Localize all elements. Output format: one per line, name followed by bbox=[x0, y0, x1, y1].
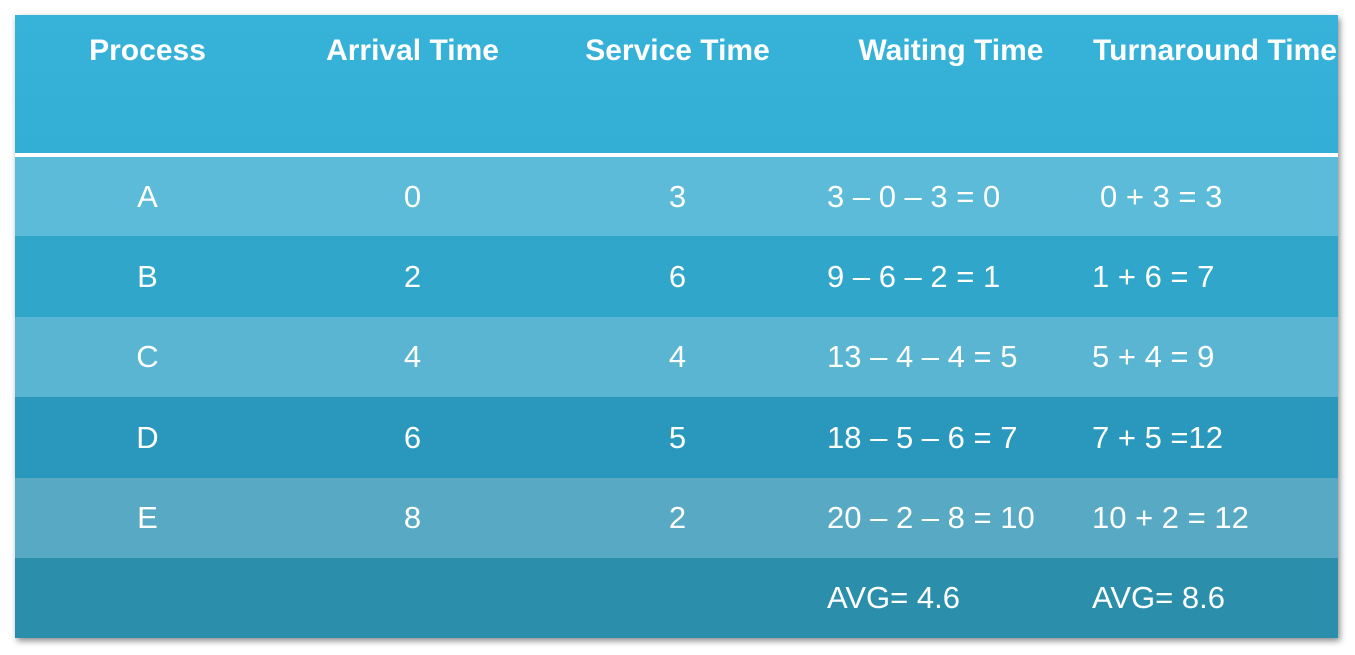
table-cell: 5 + 4 = 9 bbox=[1092, 339, 1215, 374]
table-cell: 8 bbox=[403, 500, 422, 535]
average-turnaround: AVG= 8.6 bbox=[1092, 580, 1225, 615]
table-cell: 20 – 2 – 8 = 10 bbox=[827, 500, 1035, 535]
table-row: C 4 4 13 – 4 – 4 = 5 5 + 4 = 9 bbox=[15, 317, 1338, 397]
header-cell: Waiting Time bbox=[858, 34, 1044, 67]
table-cell: E bbox=[137, 500, 158, 535]
table-cell: 7 + 5 =12 bbox=[1092, 419, 1224, 455]
table-cell: 10 + 2 = 12 bbox=[1092, 500, 1249, 535]
average-row: AVG= 4.6 AVG= 8.6 bbox=[15, 558, 1338, 638]
table-cell: 0 bbox=[403, 178, 422, 214]
table-cell: 6 bbox=[668, 258, 687, 294]
table-cell: 1 + 6 = 7 bbox=[1092, 258, 1215, 294]
table-row: A 0 3 3 – 0 – 3 = 0 0 + 3 = 3 bbox=[15, 157, 1338, 236]
average-waiting: AVG= 4.6 bbox=[827, 580, 960, 615]
table-cell: 3 bbox=[668, 178, 687, 214]
table-cell: 5 bbox=[668, 419, 687, 455]
header-cell: Arrival Time bbox=[326, 34, 499, 67]
table-cell: 0 + 3 = 3 bbox=[1100, 178, 1223, 214]
table-cell: 2 bbox=[668, 500, 687, 535]
table-cell: B bbox=[137, 258, 158, 294]
table-cell: C bbox=[136, 339, 159, 374]
header-cell: Process bbox=[89, 34, 206, 67]
table-cell: 18 – 5 – 6 = 7 bbox=[827, 419, 1018, 455]
table-cell: 4 bbox=[403, 339, 422, 374]
table-cell: 9 – 6 – 2 = 1 bbox=[827, 258, 1001, 294]
table-cell: 3 – 0 – 3 = 0 bbox=[827, 178, 1001, 214]
header-row: Process Arrival Time Service Time Waiting T… bbox=[15, 15, 1338, 153]
table-cell: 2 bbox=[403, 258, 422, 294]
table-cell: 6 bbox=[403, 419, 422, 455]
header-cell: Turnaround Time bbox=[1093, 34, 1337, 67]
table-row: E 8 2 20 – 2 – 8 = 10 10 + 2 = 12 bbox=[15, 478, 1338, 558]
table-row: B 2 6 9 – 6 – 2 = 1 1 + 6 = 7 bbox=[15, 236, 1338, 317]
table-row: D 6 5 18 – 5 – 6 = 7 7 + 5 =12 bbox=[15, 397, 1338, 478]
table-cell: D bbox=[136, 419, 159, 455]
table-cell: 13 – 4 – 4 = 5 bbox=[827, 339, 1018, 374]
header-cell: Service Time bbox=[585, 34, 770, 67]
table-cell: 4 bbox=[668, 339, 687, 374]
header-divider bbox=[15, 153, 1338, 157]
table-cell: A bbox=[137, 178, 158, 214]
schedule-table: Process Arrival Time Service Time Waiting T… bbox=[15, 15, 1338, 638]
